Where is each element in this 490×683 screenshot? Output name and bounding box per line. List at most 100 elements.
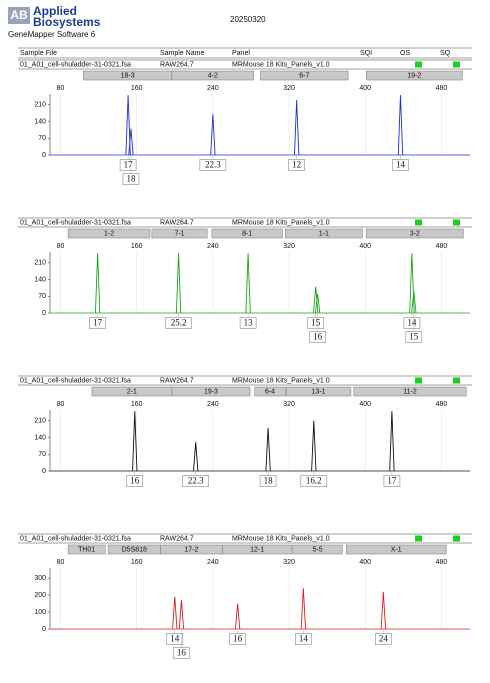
allele-box (307, 317, 325, 329)
locus-bar (171, 386, 251, 397)
x-tick-label: 400 (359, 401, 371, 408)
allele-box (309, 331, 326, 343)
peak (313, 286, 319, 314)
y-tick-label: 0 (42, 152, 46, 159)
x-tick-label: 160 (131, 401, 143, 408)
x-tick-label: 160 (131, 85, 143, 92)
allele-label: 16 (130, 476, 140, 486)
locus-bar (211, 228, 283, 239)
x-tick-label: 480 (436, 85, 448, 92)
peak (125, 95, 131, 156)
sample-file: 01_A01_cell-shuladder-31-0321.fsa (20, 377, 131, 384)
allele-label: 16 (313, 332, 323, 342)
locus-name: 18-3 (121, 73, 135, 80)
allele-label: 16.2 (306, 476, 322, 486)
column-header: OS (400, 50, 410, 57)
quality-flag (453, 535, 460, 542)
locus-bar (285, 386, 352, 397)
peak (380, 591, 386, 630)
locus-bar (260, 70, 349, 81)
allele-label: 18 (264, 476, 274, 486)
x-tick-label: 240 (207, 243, 219, 250)
allele-label: 16 (233, 634, 243, 644)
peak (132, 411, 138, 472)
locus-bar (151, 228, 208, 239)
allele-box (295, 633, 312, 645)
allele-label: 13 (244, 318, 254, 328)
allele-box (239, 317, 257, 329)
locus-name: 3-2 (410, 231, 420, 238)
allele-box (403, 317, 421, 329)
locus-name: 7-1 (174, 231, 184, 238)
allele-label: 24 (379, 634, 389, 644)
allele-label: 17 (387, 476, 397, 486)
allele-label: 14 (407, 318, 417, 328)
peak (294, 99, 300, 156)
x-tick-label: 240 (207, 401, 219, 408)
column-header: SQ (440, 50, 451, 57)
allele-box (119, 159, 137, 171)
y-tick-label: 70 (38, 451, 46, 458)
y-tick-label: 300 (34, 575, 46, 582)
allele-label: 16 (177, 648, 187, 658)
column-header: SQI (360, 50, 372, 57)
allele-label: 14 (299, 634, 309, 644)
locus-name: 13-1 (312, 389, 326, 396)
peak (94, 253, 101, 314)
allele-label: 14 (396, 160, 406, 170)
quality-flag (453, 377, 460, 384)
allele-label: 12 (292, 160, 301, 170)
peak (265, 427, 271, 472)
locus-name: 19-3 (204, 389, 218, 396)
panel-name: MRMouse 18 Kits_Panels_v1.0 (232, 535, 330, 542)
locus-bar (284, 228, 363, 239)
sample-name: RAW264.7 (160, 61, 194, 68)
locus-name: D5S818 (122, 547, 147, 554)
x-tick-label: 320 (283, 559, 295, 566)
quality-flag (453, 219, 460, 226)
allele-label: 14 (170, 634, 180, 644)
allele-box (259, 475, 277, 487)
y-tick-label: 0 (42, 626, 46, 633)
y-tick-label: 0 (42, 310, 46, 317)
sample-name: RAW264.7 (160, 377, 194, 384)
y-tick-label: 0 (42, 468, 46, 475)
locus-name: X-1 (391, 547, 402, 554)
locus-bar (353, 386, 467, 397)
allele-box (392, 159, 409, 171)
locus-bar (254, 386, 286, 397)
locus-name: 1-2 (104, 231, 114, 238)
locus-name: 4-2 (208, 73, 218, 80)
x-tick-label: 320 (283, 243, 295, 250)
allele-box (122, 173, 140, 185)
y-tick-label: 100 (34, 609, 46, 616)
quality-flag (415, 61, 422, 68)
panel-name: MRMouse 18 Kits_Panels_v1.0 (232, 377, 330, 384)
sample-file: 01_A01_cell-shuladder-31-0321.fsa (20, 535, 131, 542)
locus-bar (67, 544, 106, 555)
x-tick-label: 320 (283, 85, 295, 92)
peak (245, 253, 251, 314)
x-tick-label: 480 (436, 243, 448, 250)
locus-name: TH01 (78, 547, 95, 554)
x-tick-label: 480 (436, 401, 448, 408)
x-tick-label: 160 (131, 243, 143, 250)
peak (234, 603, 241, 630)
locus-bar (171, 70, 255, 81)
allele-box (383, 475, 401, 487)
x-tick-label: 240 (207, 85, 219, 92)
locus-bar (67, 228, 151, 239)
allele-box (126, 475, 144, 487)
allele-label: 15 (409, 332, 419, 342)
allele-label: 17 (124, 160, 134, 170)
panel-name: MRMouse 18 Kits_Panels_v1.0 (232, 219, 330, 226)
peak (389, 411, 395, 472)
column-header: Panel (232, 50, 250, 57)
allele-label: 18 (126, 174, 136, 184)
locus-name: 6-7 (299, 73, 309, 80)
x-tick-label: 80 (57, 401, 65, 408)
locus-name: 5-5 (313, 547, 323, 554)
x-tick-label: 400 (359, 243, 371, 250)
allele-box (405, 331, 423, 343)
